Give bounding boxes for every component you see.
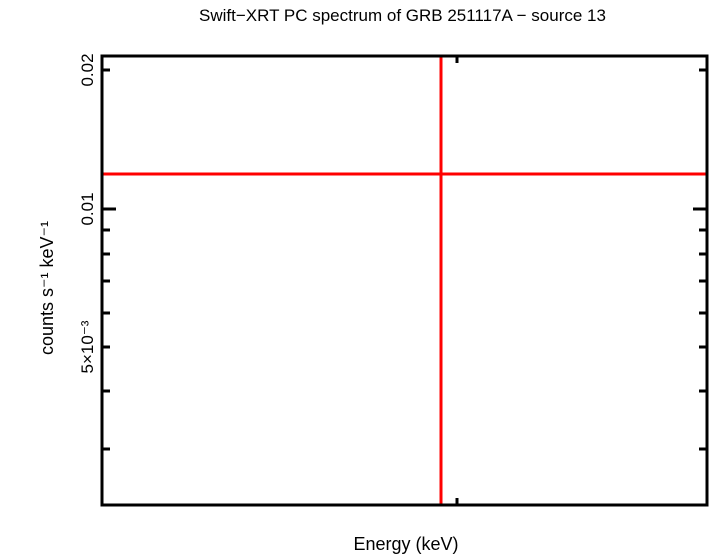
y-tick-label: 0.02: [78, 53, 97, 86]
x-axis-label: Energy (keV): [353, 534, 459, 554]
plot-frame: [100, 54, 709, 507]
y-axis-label: counts s⁻¹ keV⁻¹: [37, 221, 57, 355]
y-tick-label: 0.01: [78, 192, 97, 225]
axis-ticks: [102, 56, 707, 505]
y-tick-label: 5×10⁻³: [78, 320, 97, 373]
y-tick-labels: 0.02 0.01 5×10⁻³: [78, 53, 97, 373]
data-series: [102, 56, 707, 505]
chart-title: Swift−XRT PC spectrum of GRB 251117A − s…: [199, 6, 606, 25]
